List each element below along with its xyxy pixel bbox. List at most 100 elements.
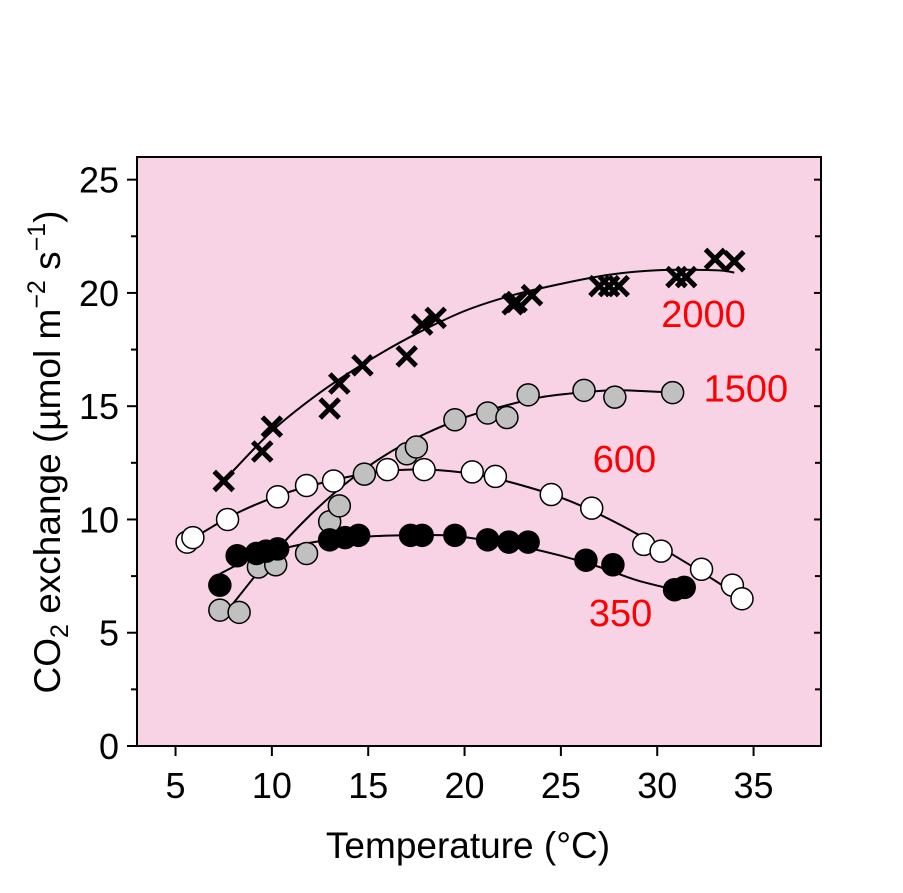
point-350: [601, 553, 625, 577]
point-2000: [212, 469, 235, 493]
point-1500: [404, 435, 429, 459]
x-stroke: [424, 306, 447, 330]
point-2000: [351, 354, 374, 377]
point-2000: [250, 440, 274, 463]
point-1500: [208, 598, 232, 622]
x-stroke: [328, 372, 351, 395]
x-axis-label: Temperature (°C): [326, 825, 610, 866]
x-stroke: [410, 313, 434, 336]
y-tick-label: 15: [79, 386, 119, 427]
y-label-subscript: 2: [46, 624, 74, 638]
point-350: [574, 548, 598, 572]
point-350: [225, 543, 249, 568]
data-markers: [175, 247, 754, 625]
point-600: [689, 557, 714, 582]
point-600: [181, 525, 205, 550]
point-350: [516, 530, 540, 554]
point-1500: [516, 383, 540, 407]
point-600: [649, 539, 673, 563]
x-stroke: [607, 274, 630, 298]
point-2000: [505, 290, 528, 314]
x-tick-label: 5: [166, 765, 186, 806]
point-350: [208, 573, 232, 597]
y-label-suffix: ): [27, 211, 68, 223]
x-stroke: [723, 249, 746, 273]
point-2000: [395, 345, 419, 368]
point-600: [579, 496, 604, 520]
point-2000: [520, 283, 544, 307]
y-label-prefix: CO: [27, 638, 68, 694]
point-1500: [603, 385, 627, 409]
x-stroke: [318, 397, 341, 420]
y-label-exponent-2: −1: [23, 223, 51, 252]
point-1500: [294, 541, 319, 566]
x-tick-label: 20: [445, 765, 485, 806]
point-1500: [660, 380, 685, 405]
x-tick-label: 25: [541, 765, 581, 806]
y-tick-label: 5: [99, 613, 119, 654]
point-350: [475, 528, 500, 552]
y-axis-label: CO2 exchange (µmol m−2 s−1): [23, 211, 74, 694]
point-600: [294, 473, 319, 498]
x-stroke: [260, 415, 284, 438]
point-2000: [328, 372, 351, 395]
point-350: [346, 523, 371, 548]
y-tick-label: 20: [79, 273, 119, 314]
point-1500: [227, 600, 251, 625]
point-1500: [572, 378, 596, 403]
series-label-600: 600: [593, 439, 656, 481]
point-600: [215, 507, 240, 532]
point-2000: [424, 306, 447, 330]
point-1500: [495, 405, 519, 430]
plot-background: [137, 157, 821, 746]
point-600: [539, 482, 564, 507]
point-600: [265, 485, 290, 509]
x-tick-label: 35: [734, 765, 774, 806]
x-stroke: [674, 265, 698, 289]
point-600: [412, 457, 436, 482]
point-2000: [674, 265, 698, 289]
point-600: [483, 464, 508, 489]
point-1500: [352, 462, 377, 486]
point-1500: [475, 401, 500, 425]
point-350: [265, 537, 290, 561]
point-1500: [327, 494, 352, 518]
x-tick-label: 30: [637, 765, 677, 806]
point-350: [672, 575, 696, 600]
point-2000: [260, 415, 284, 438]
point-600: [460, 460, 485, 484]
series-label-2000: 2000: [661, 294, 746, 336]
x-tick-label: 15: [348, 765, 388, 806]
y-label-exponent-1: −2: [23, 280, 51, 309]
point-350: [410, 523, 434, 548]
x-stroke: [212, 469, 235, 493]
series-labels: 2000 1500 600 350: [589, 294, 788, 635]
series-label-350: 350: [589, 593, 652, 635]
x-stroke: [250, 440, 274, 463]
y-label-middle: exchange (µmol m: [27, 309, 68, 624]
y-tick-label: 25: [79, 160, 119, 201]
point-600: [321, 469, 346, 493]
plot-frame: [136, 156, 822, 747]
point-600: [375, 457, 400, 482]
fit-curve-2000: [222, 268, 735, 482]
x-stroke: [351, 354, 374, 377]
x-stroke: [520, 283, 544, 307]
point-2000: [723, 249, 746, 273]
point-1500: [443, 408, 467, 432]
axis-ticks: [127, 178, 821, 756]
point-600: [730, 587, 754, 611]
x-stroke: [395, 345, 419, 368]
x-stroke: [703, 247, 727, 271]
point-2000: [318, 397, 341, 420]
point-2000: [703, 247, 727, 271]
x-stroke: [505, 290, 528, 314]
point-2000: [410, 313, 434, 336]
y-tick-label: 10: [79, 499, 119, 540]
x-tick-label: 10: [252, 765, 292, 806]
y-label-s: s: [27, 251, 68, 280]
series-label-1500: 1500: [704, 369, 789, 411]
y-tick-label: 0: [99, 726, 119, 767]
